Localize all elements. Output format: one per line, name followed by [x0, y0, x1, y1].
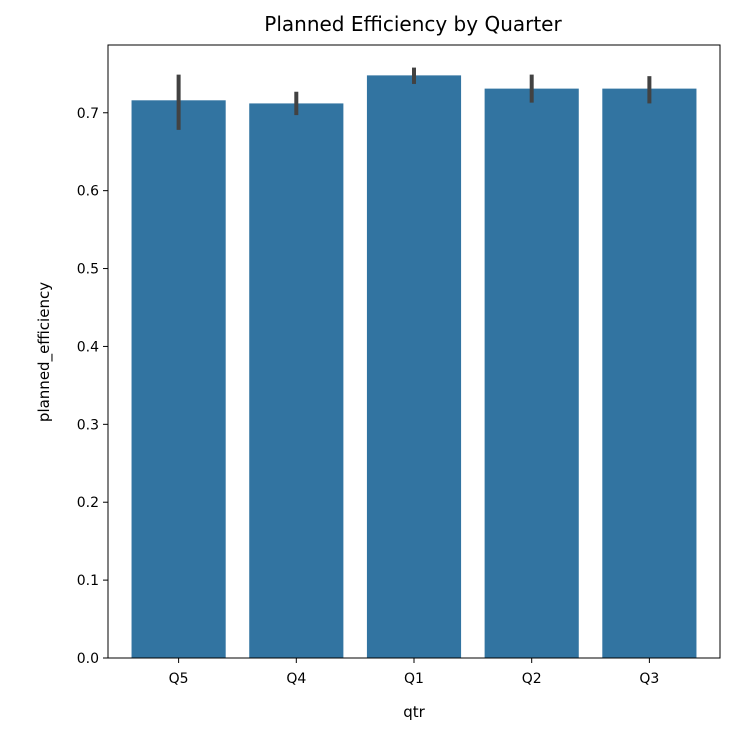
- y-tick-label: 0.6: [77, 184, 99, 200]
- chart-title: Planned Efficiency by Quarter: [264, 12, 562, 36]
- x-axis-label: qtr: [403, 703, 425, 721]
- x-tick-label: Q2: [522, 671, 542, 687]
- y-axis-label: planned_efficiency: [35, 282, 54, 422]
- x-tick-label: Q1: [404, 671, 424, 687]
- y-tick-label: 0.2: [77, 495, 99, 511]
- y-axis: 0.0 0.1 0.2 0.3 0.4 0.5 0.6 0.7: [77, 106, 108, 667]
- bar-q2: [484, 88, 579, 659]
- bar-q1: [366, 75, 462, 658]
- bar-q5: [131, 100, 226, 658]
- x-tick-label: Q5: [169, 671, 189, 687]
- y-tick-label: 0.0: [77, 651, 99, 667]
- x-axis: Q5 Q4 Q1 Q2 Q3: [169, 658, 659, 687]
- y-tick-label: 0.4: [77, 339, 99, 355]
- y-tick-label: 0.7: [77, 106, 99, 122]
- bar-q4: [249, 103, 344, 659]
- bars-layer: [131, 75, 697, 659]
- x-tick-label: Q4: [286, 671, 306, 687]
- y-tick-label: 0.1: [77, 573, 99, 589]
- bar-q3: [602, 88, 697, 659]
- x-tick-label: Q3: [639, 671, 659, 687]
- y-tick-label: 0.5: [77, 262, 99, 278]
- y-tick-label: 0.3: [77, 417, 99, 433]
- error-bars-layer: [176, 67, 652, 130]
